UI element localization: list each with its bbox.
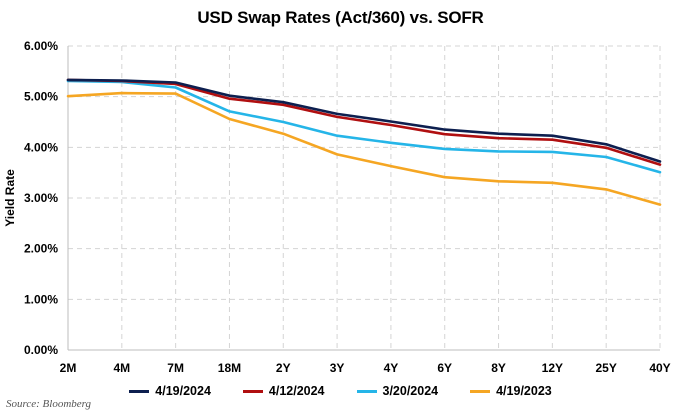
chart-title: USD Swap Rates (Act/360) vs. SOFR — [197, 8, 484, 27]
legend: 4/19/2024 4/12/2024 3/20/2024 4/19/2023 — [0, 384, 681, 398]
legend-swatch — [356, 389, 377, 393]
legend-swatch — [470, 389, 491, 393]
y-tick-label: 3.00% — [24, 191, 58, 205]
legend-item: 3/20/2024 — [356, 384, 439, 398]
y-tick-label: 2.00% — [24, 242, 58, 256]
series-line-4-19-2023 — [66, 91, 662, 206]
x-tick-label: 2M — [60, 361, 77, 375]
source-note: Source: Bloomberg — [6, 398, 92, 410]
series-line-4-12-2024 — [66, 78, 662, 166]
legend-item: 4/19/2023 — [470, 384, 552, 398]
x-tick-label: 2Y — [276, 361, 291, 375]
y-tick-label: 6.00% — [24, 39, 58, 53]
y-tick-label: 1.00% — [24, 292, 58, 306]
x-tick-label: 6Y — [437, 361, 452, 375]
series-line-4-19-2024 — [66, 78, 662, 163]
legend-label: 3/20/2024 — [382, 384, 439, 398]
y-tick-label: 4.00% — [24, 140, 58, 154]
y-tick-label: 5.00% — [24, 90, 58, 104]
legend-label: 4/19/2023 — [496, 384, 552, 398]
series-line-3-20-2024 — [66, 79, 662, 174]
series-lines — [66, 78, 662, 206]
y-tick-label: 0.00% — [24, 343, 58, 357]
x-tick-label: 40Y — [649, 361, 670, 375]
x-tick-label: 25Y — [596, 361, 617, 375]
legend-item: 4/19/2024 — [129, 384, 211, 398]
x-tick-label: 18M — [218, 361, 241, 375]
x-tick-label: 3Y — [330, 361, 345, 375]
legend-swatch — [129, 389, 150, 393]
x-tick-label: 12Y — [542, 361, 563, 375]
x-tick-label: 4M — [113, 361, 130, 375]
x-tick-label: 7M — [167, 361, 184, 375]
legend-item: 4/12/2024 — [242, 384, 325, 398]
x-tick-label: 8Y — [491, 361, 506, 375]
legend-swatch — [242, 389, 263, 393]
legend-label: 4/19/2024 — [155, 384, 211, 398]
x-tick-label: 4Y — [384, 361, 399, 375]
axes: 0.00% 1.00% 2.00% 3.00% 4.00% 5.00% 6.00% 2M 4M 7… — [24, 39, 671, 375]
legend-label: 4/12/2024 — [268, 384, 325, 398]
gridlines — [68, 45, 661, 350]
y-axis-label: Yield Rate — [3, 169, 17, 227]
